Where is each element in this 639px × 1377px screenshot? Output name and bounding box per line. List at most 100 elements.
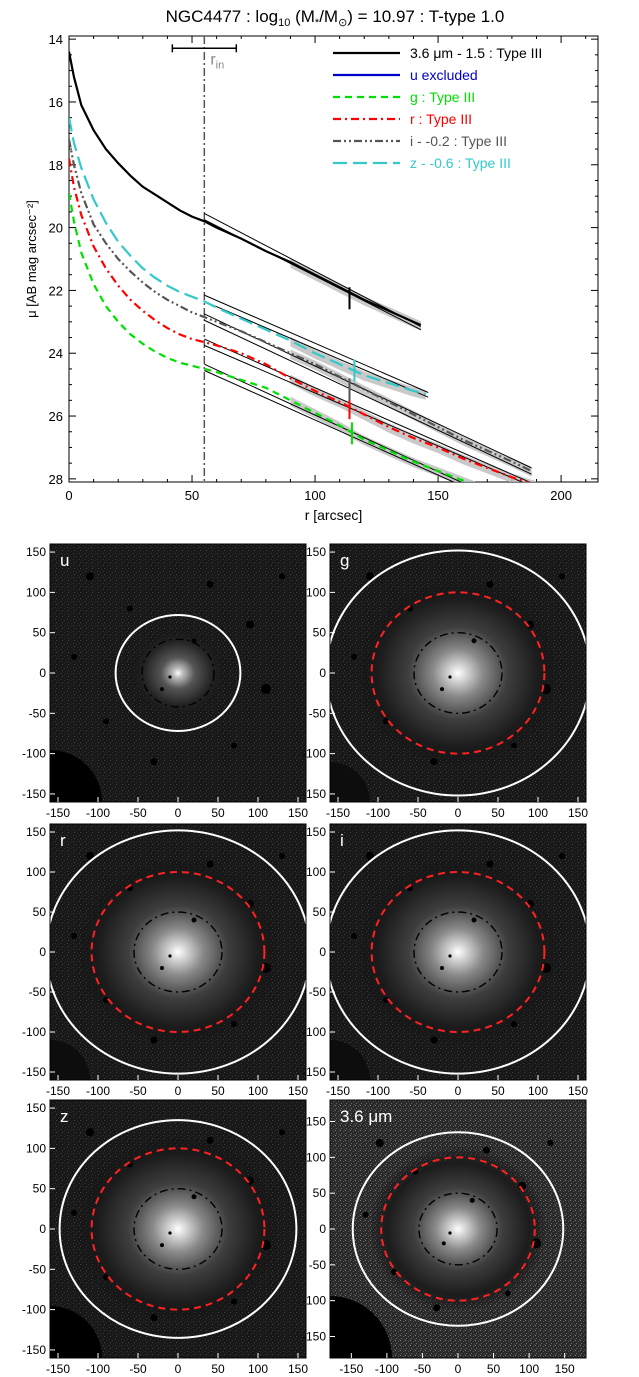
x-tick-label: -50 bbox=[129, 1084, 147, 1098]
masked-source bbox=[366, 852, 374, 860]
x-tick-label: 50 bbox=[491, 1084, 505, 1098]
y-tick-label: -150 bbox=[302, 787, 326, 801]
x-tick-label: -150 bbox=[46, 1084, 70, 1098]
x-tick-label: 150 bbox=[555, 1362, 575, 1376]
masked-source bbox=[469, 1197, 475, 1203]
panel-4: z -150 -100 -50 0 50 100 150 -150 -100 -50 0 50 100 15… bbox=[22, 1099, 308, 1376]
masked-source bbox=[559, 853, 565, 859]
masked-source bbox=[103, 718, 109, 725]
masked-source bbox=[279, 1129, 285, 1136]
fit-line bbox=[204, 300, 429, 398]
masked-source bbox=[441, 1241, 446, 1246]
y-tick-label: 100 bbox=[306, 1150, 326, 1164]
x-tick-label: 0 bbox=[175, 806, 182, 820]
y-tick-label: 24 bbox=[49, 346, 63, 361]
y-tick-label: -50 bbox=[309, 1258, 327, 1272]
image-panels: u-150 -100 -50 0 50 100 150-150-100-5005010015… bbox=[22, 543, 588, 1376]
y-tick-label: -100 bbox=[22, 747, 46, 761]
x-tick-label: 50 bbox=[211, 1362, 225, 1376]
masked-source bbox=[366, 572, 374, 581]
corner-mask bbox=[50, 750, 102, 802]
x-tick-label: 100 bbox=[528, 806, 548, 820]
x-tick-label: -150 bbox=[46, 806, 70, 820]
y-tick-label: 150 bbox=[26, 1101, 46, 1115]
y-tick-label: 0 bbox=[319, 945, 326, 959]
y-tick-label: 0 bbox=[319, 666, 326, 680]
galaxy-glow bbox=[78, 1136, 278, 1322]
x-tick-label: 100 bbox=[248, 1084, 268, 1098]
masked-source bbox=[103, 1274, 109, 1281]
masked-source bbox=[103, 997, 109, 1003]
y-tick-label: 100 bbox=[306, 865, 326, 879]
y-tick-label: 18 bbox=[49, 158, 63, 173]
fit-line bbox=[204, 370, 455, 482]
x-tick-label: -50 bbox=[414, 1362, 432, 1376]
masked-source bbox=[191, 917, 197, 923]
y-tick-label: 50 bbox=[313, 626, 327, 640]
panel-image bbox=[50, 824, 306, 1080]
x-tick-label: 0 bbox=[455, 806, 462, 820]
masked-source bbox=[206, 860, 214, 868]
y-tick-label: 100 bbox=[26, 1141, 46, 1155]
masked-source bbox=[482, 1146, 490, 1154]
y-tick-label: 50 bbox=[33, 1182, 47, 1196]
y-axis-label: μ [AB mag arcsec⁻²] bbox=[24, 200, 39, 318]
ellipse-outer bbox=[330, 549, 586, 797]
x-tick-label: 100 bbox=[519, 1362, 539, 1376]
fit-line bbox=[204, 213, 422, 327]
x-tick-label: -100 bbox=[86, 1362, 110, 1376]
x-tick-label: -150 bbox=[46, 1362, 70, 1376]
ellipse-outer bbox=[50, 829, 306, 1075]
galaxy-glow bbox=[358, 859, 558, 1045]
x-tick-label: -100 bbox=[86, 806, 110, 820]
ellipse-outer bbox=[330, 829, 586, 1075]
corner-mask bbox=[330, 1296, 392, 1358]
y-tick-label: -50 bbox=[309, 706, 327, 720]
ellipse-mid bbox=[380, 1156, 536, 1302]
series-line bbox=[69, 117, 427, 396]
masked-source bbox=[86, 572, 94, 581]
chart-title: NGC4477 : log10 (M*/M⊙) = 10.97 : T-type… bbox=[166, 7, 505, 29]
masked-source bbox=[150, 758, 158, 766]
legend-label: z - -0.6 : Type III bbox=[410, 155, 511, 171]
x-tick-label: 200 bbox=[550, 488, 572, 503]
panel-1: g -150 -100 -50 0 50 100 150 -150 -100 -50 0 50 100 15… bbox=[302, 543, 588, 820]
corner-mask bbox=[50, 1306, 102, 1358]
x-tick-label: 100 bbox=[248, 1362, 268, 1376]
x-tick-label: 50 bbox=[211, 806, 225, 820]
series-5 bbox=[69, 117, 429, 400]
y-tick-label: -50 bbox=[309, 985, 327, 999]
x-tick-label: -50 bbox=[129, 1362, 147, 1376]
fit-line bbox=[204, 338, 531, 482]
x-tick-label: -50 bbox=[409, 1084, 427, 1098]
y-tick-label: -100 bbox=[302, 1294, 326, 1308]
y-tick-label: -100 bbox=[302, 747, 326, 761]
masked-source bbox=[160, 1243, 164, 1248]
masked-source bbox=[559, 573, 565, 580]
ellipse-inner bbox=[133, 911, 223, 993]
y-tick-label: 28 bbox=[49, 472, 63, 487]
panel-label: i bbox=[340, 831, 344, 850]
masked-source bbox=[440, 687, 444, 692]
masked-source bbox=[391, 1269, 397, 1275]
masked-source bbox=[231, 1298, 237, 1305]
x-tick-label: -100 bbox=[86, 1084, 110, 1098]
ellipse-outer bbox=[114, 613, 242, 733]
panel-image bbox=[330, 1100, 586, 1358]
y-tick-label: -50 bbox=[29, 706, 47, 720]
ellipse-inner bbox=[133, 1187, 223, 1271]
panel-label: g bbox=[340, 551, 349, 570]
masked-source bbox=[86, 1128, 94, 1137]
masked-source bbox=[206, 580, 214, 588]
x-tick-label: 100 bbox=[528, 1084, 548, 1098]
plot-frame bbox=[68, 35, 599, 483]
series-line bbox=[69, 51, 422, 326]
masked-source bbox=[504, 1290, 511, 1297]
ellipse-inner bbox=[141, 638, 215, 708]
legend-label: 3.6 μm - 1.5 : Type III bbox=[410, 45, 542, 61]
legend: 3.6 μm - 1.5 : Type III u excluded g : Typ… bbox=[333, 45, 542, 171]
masked-source bbox=[430, 1036, 438, 1044]
x-tick-label: 50 bbox=[211, 1084, 225, 1098]
x-tick-label: 100 bbox=[248, 806, 268, 820]
corner-mask bbox=[50, 1040, 90, 1080]
